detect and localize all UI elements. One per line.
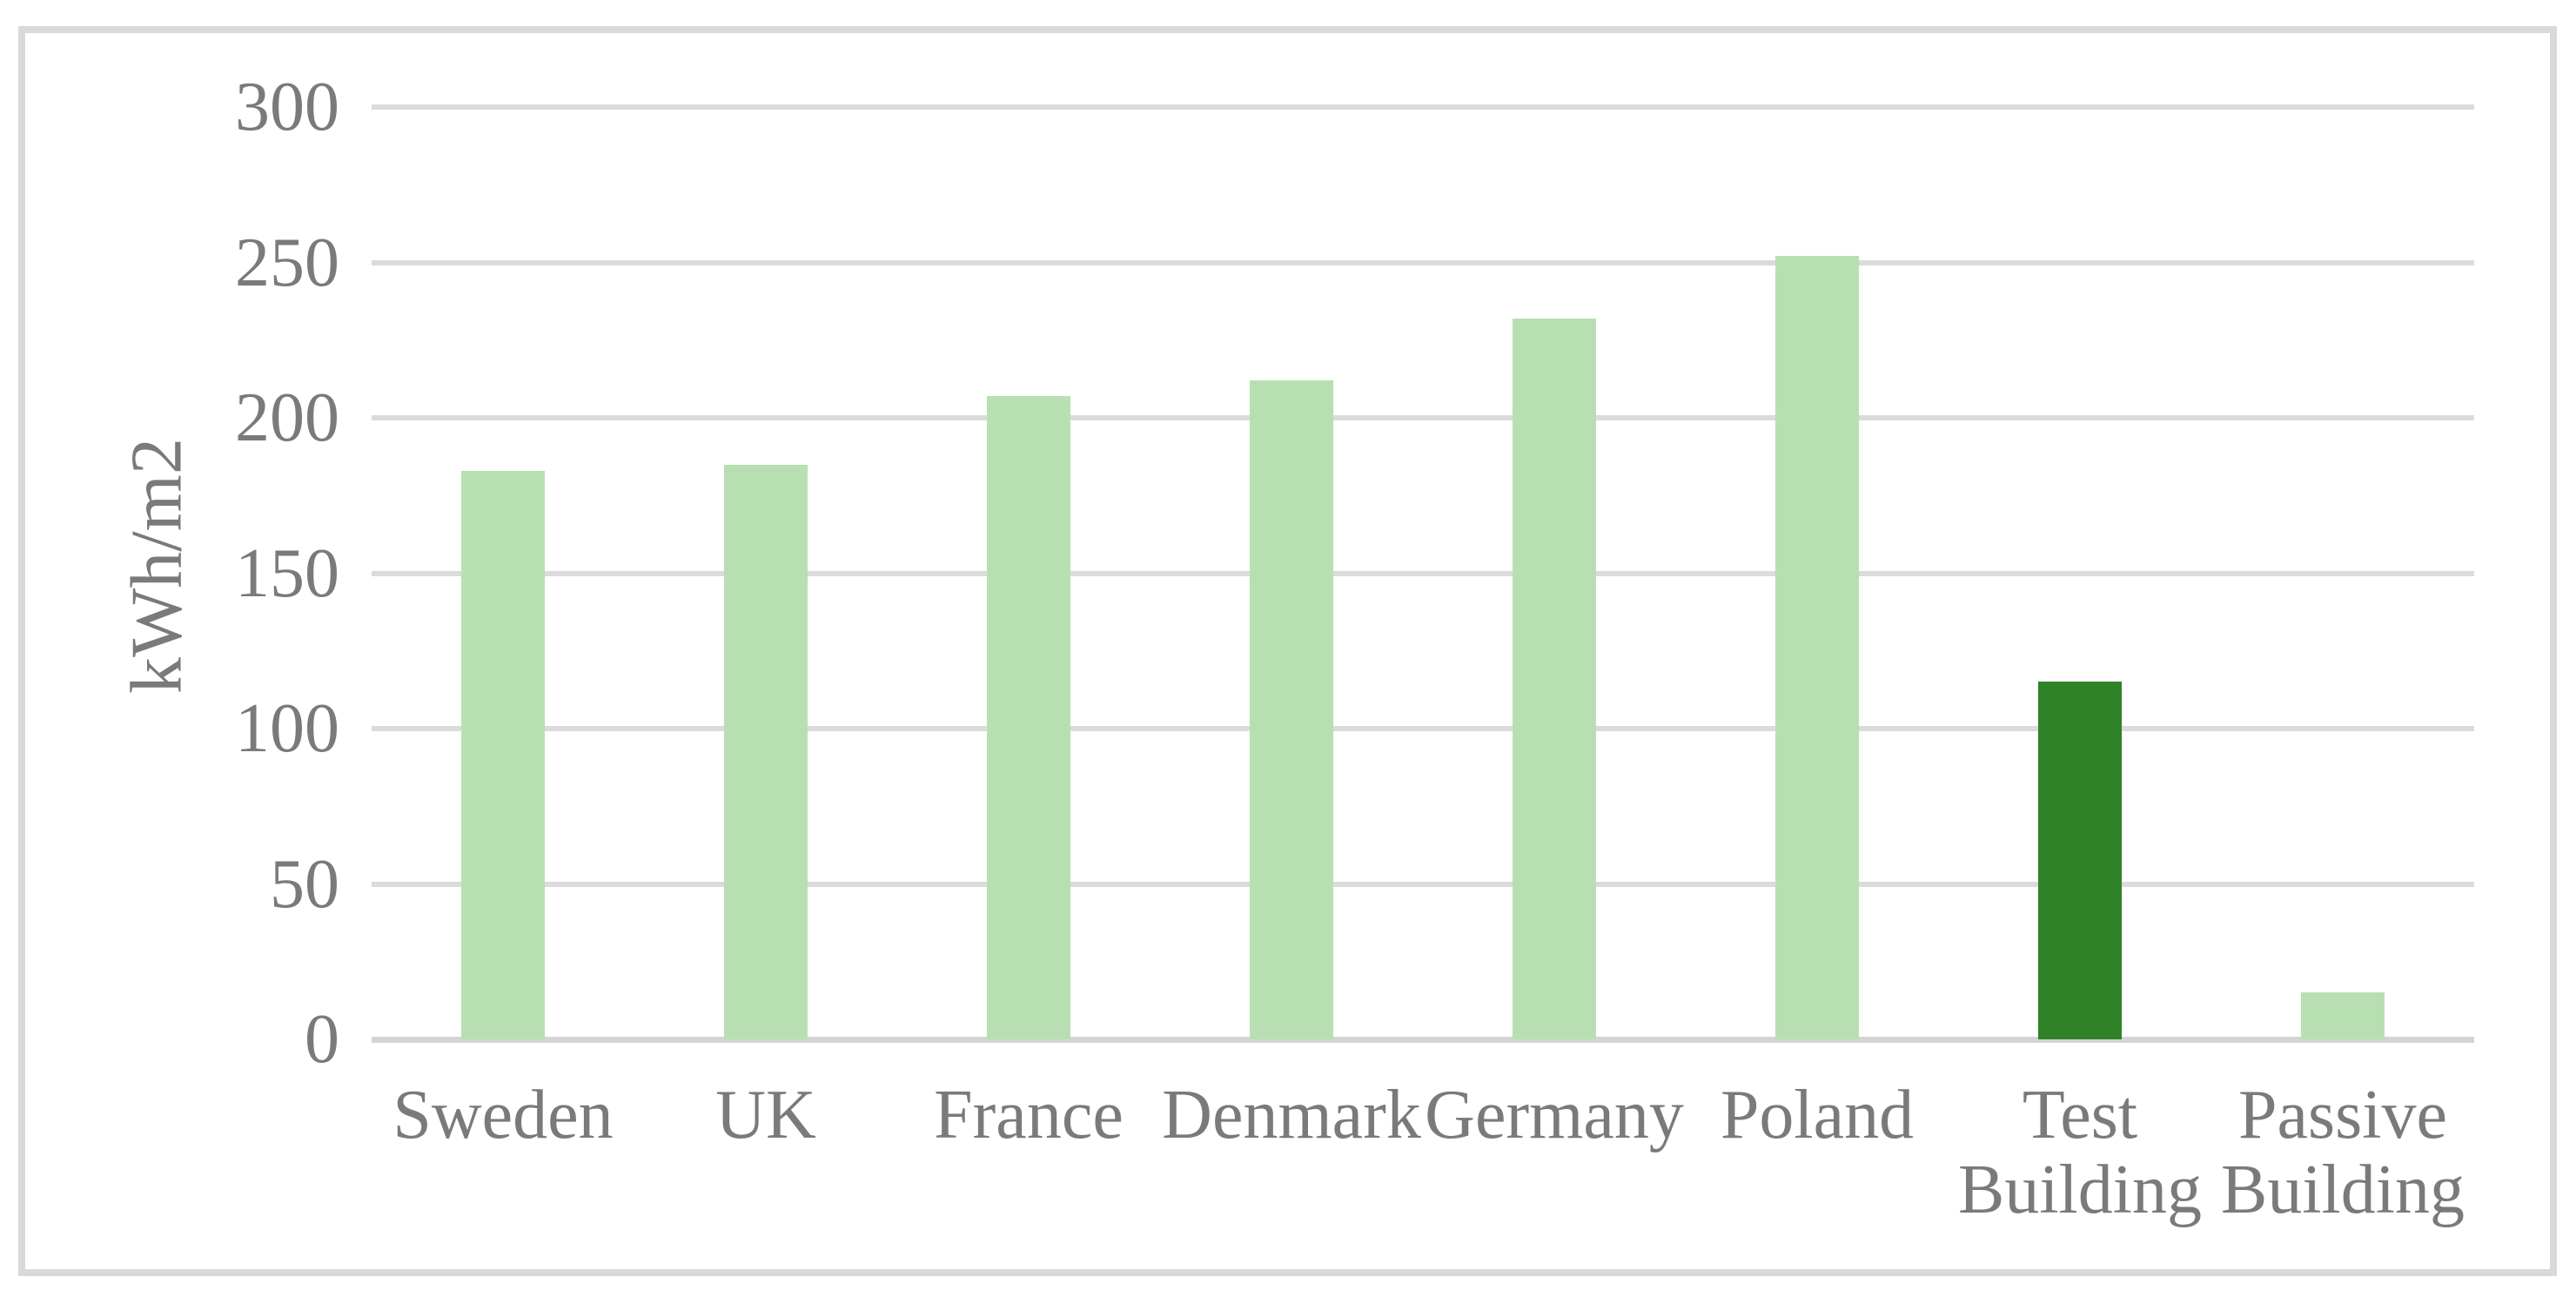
bar-passive-building — [2301, 992, 2385, 1039]
x-category-label: Germany — [1425, 1077, 1684, 1153]
x-category-label: Poland — [1720, 1077, 1915, 1153]
x-category-label: France — [934, 1077, 1124, 1153]
y-tick-label: 250 — [235, 224, 339, 301]
gridline — [372, 570, 2474, 576]
bar-sweden — [461, 470, 545, 1039]
bar-germany — [1513, 318, 1596, 1039]
x-category-label: Sweden — [392, 1077, 614, 1153]
x-category-label: UK — [715, 1077, 816, 1153]
gridline — [372, 415, 2474, 420]
bar-poland — [1775, 256, 1859, 1039]
gridline — [372, 881, 2474, 887]
x-axis-line — [372, 1037, 2474, 1043]
bar-uk — [724, 464, 808, 1039]
y-tick-label: 150 — [235, 534, 339, 612]
y-tick-label: 50 — [270, 845, 339, 923]
x-category-label: Test Building — [1957, 1077, 2203, 1228]
x-category-label: Denmark — [1162, 1077, 1421, 1153]
y-tick-label: 200 — [235, 380, 339, 456]
bar-test-building — [2038, 682, 2122, 1039]
bar-france — [987, 396, 1070, 1039]
chart-outer-border — [18, 26, 2557, 1276]
x-category-label: Passive Building — [2220, 1077, 2465, 1228]
gridline — [372, 104, 2474, 110]
gridline — [372, 259, 2474, 265]
bar-denmark — [1250, 380, 1333, 1039]
y-tick-label: 300 — [235, 69, 339, 145]
gridline — [372, 726, 2474, 731]
y-tick-label: 100 — [235, 690, 339, 767]
y-tick-label: 0 — [305, 1001, 339, 1078]
